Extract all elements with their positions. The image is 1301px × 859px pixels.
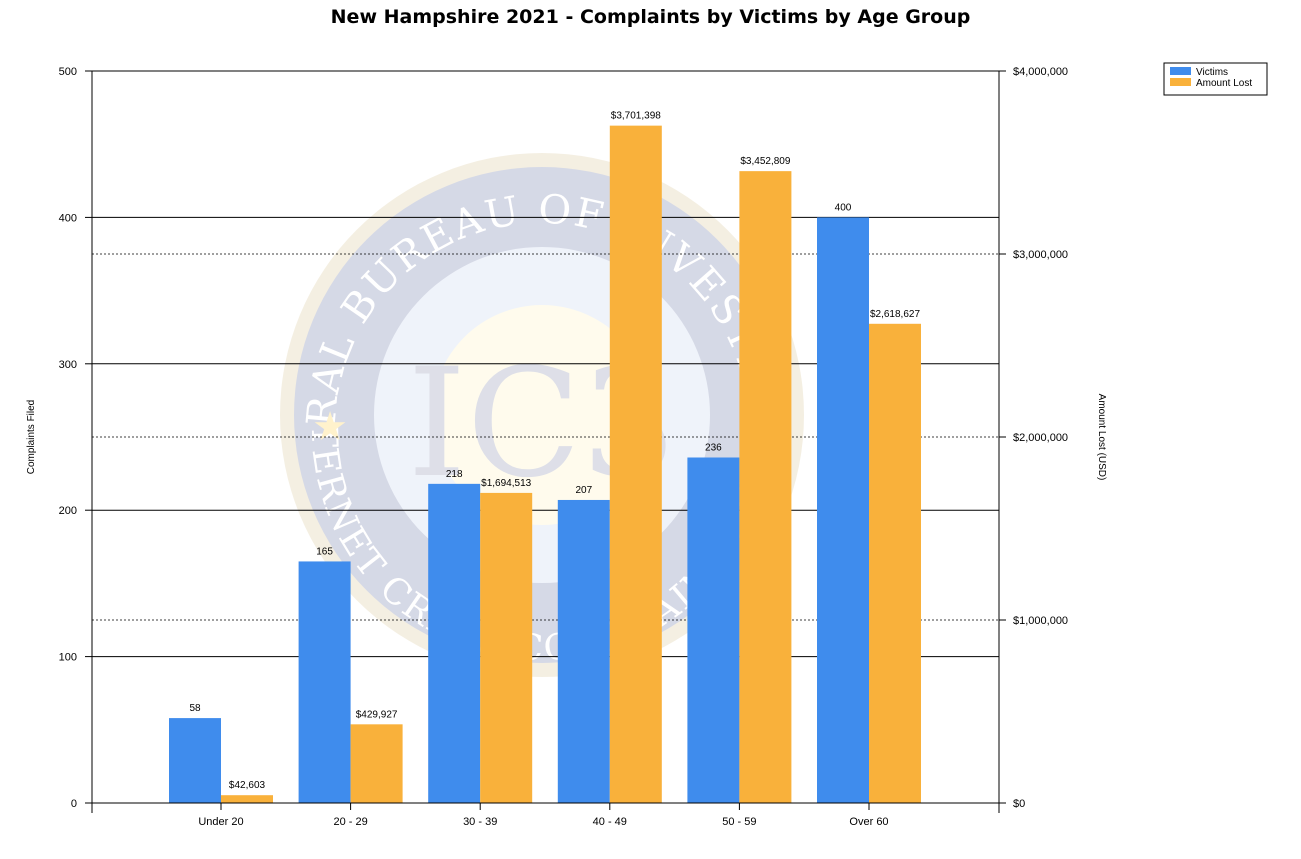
legend-entry: Amount Lost <box>1196 78 1252 89</box>
data-label-amount-lost: $42,603 <box>229 780 266 791</box>
seal-star-left-icon: ★ <box>312 404 348 450</box>
data-labels: 58 $42,603 165 $429,927 218 $1,694,513 207 $3,7… <box>189 111 920 792</box>
bar-victims <box>298 561 351 803</box>
y-tick-label: 200 <box>59 505 77 517</box>
y-tick-label: 100 <box>59 652 77 664</box>
y2-tick-label: $3,000,000 <box>1013 249 1068 261</box>
data-label-amount-lost: $3,452,809 <box>740 156 790 167</box>
bar-amount-lost <box>480 492 533 803</box>
seal-outer-ring <box>280 153 804 677</box>
y2-tick-label: $4,000,000 <box>1013 66 1068 78</box>
x-tick-label: Over 60 <box>849 816 888 828</box>
y-tick-label: 300 <box>59 359 77 371</box>
bar-victims <box>687 457 740 803</box>
x-tick-label: 50 - 59 <box>722 816 756 828</box>
x-tick-label: 30 - 39 <box>463 816 497 828</box>
legend-swatch <box>1170 67 1191 75</box>
chart-title: New Hampshire 2021 - Complaints by Victi… <box>330 6 971 28</box>
y2-tick-label: $0 <box>1013 798 1025 810</box>
bar-amount-lost <box>221 795 273 803</box>
bar-victims <box>557 499 610 803</box>
x-tick-label: 20 - 29 <box>333 816 367 828</box>
bar-victims <box>169 718 221 803</box>
bars <box>169 125 921 803</box>
y-tick-label: 500 <box>59 66 77 78</box>
data-label-victims: 218 <box>446 469 463 480</box>
data-label-amount-lost: $1,694,513 <box>481 478 531 489</box>
y2-tick-label: $2,000,000 <box>1013 432 1068 444</box>
data-label-amount-lost: $429,927 <box>356 709 398 720</box>
bar-amount-lost <box>350 724 403 803</box>
bar-victims <box>428 483 481 803</box>
bar-amount-lost <box>609 125 662 803</box>
data-label-amount-lost: $2,618,627 <box>870 309 920 320</box>
data-label-victims: 58 <box>189 703 201 714</box>
data-label-amount-lost: $3,701,398 <box>611 111 661 122</box>
data-label-victims: 165 <box>316 546 333 557</box>
y2-axis-title: Amount Lost (USD) <box>1096 394 1107 481</box>
seal-band <box>294 167 790 663</box>
y-tick-label: 400 <box>59 212 77 224</box>
bar-amount-lost <box>869 323 921 803</box>
legend-swatch <box>1170 78 1191 86</box>
x-tick-label: Under 20 <box>198 816 243 828</box>
data-label-victims: 236 <box>705 442 722 453</box>
bar-amount-lost <box>739 171 792 803</box>
bar-victims <box>817 217 869 803</box>
seal-center-glow <box>432 305 652 525</box>
x-tick-label: 40 - 49 <box>593 816 627 828</box>
data-label-victims: 207 <box>575 485 592 496</box>
fbi-ic3-seal-watermark: FEDERAL BUREAU OF INVESTIGATION INTERNET… <box>0 0 804 677</box>
data-label-victims: 400 <box>835 202 852 213</box>
axes: 0 100 200 300 400 500 $0 $1,000,000 $2,000,000 $3… <box>59 66 1068 828</box>
y2-tick-label: $1,000,000 <box>1013 615 1068 627</box>
y-axis-title: Complaints Filed <box>26 400 37 474</box>
y-tick-label: 0 <box>71 798 77 810</box>
legend-entry: Victims <box>1196 67 1228 78</box>
